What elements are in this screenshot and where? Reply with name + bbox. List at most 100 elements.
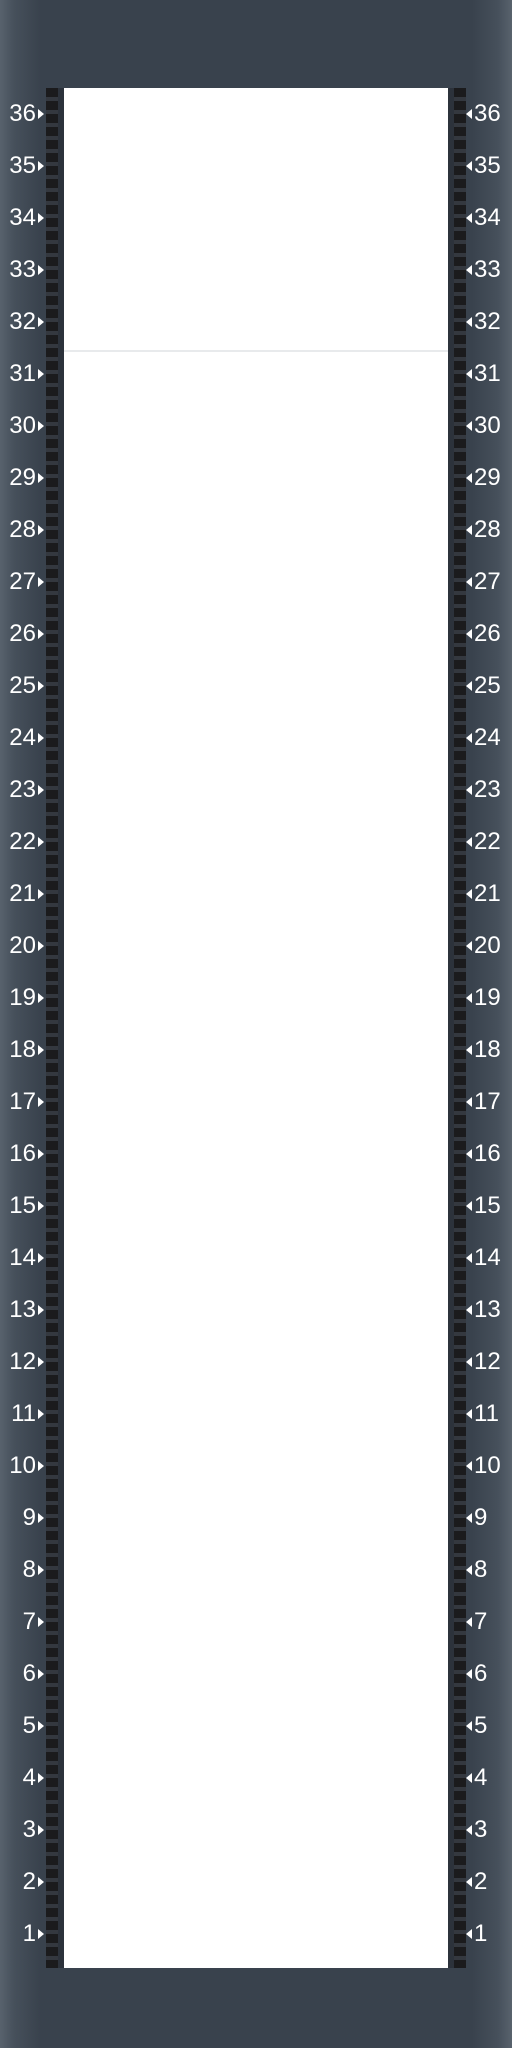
- triangle-left-icon: [466, 1461, 472, 1471]
- triangle-right-icon: [38, 1669, 44, 1679]
- unit-label-left: 17: [0, 1076, 44, 1128]
- unit-label-right: 4: [466, 1752, 512, 1804]
- unit-number: 21: [474, 880, 501, 907]
- unit-number: 16: [9, 1140, 36, 1167]
- unit-label-left: 13: [0, 1284, 44, 1336]
- unit-label-left: 31: [0, 348, 44, 400]
- triangle-left-icon: [466, 1201, 472, 1211]
- unit-label-right: 33: [466, 244, 512, 296]
- triangle-right-icon: [38, 1357, 44, 1367]
- unit-label-left: 30: [0, 400, 44, 452]
- triangle-left-icon: [466, 473, 472, 483]
- unit-number: 30: [9, 412, 36, 439]
- triangle-left-icon: [466, 1513, 472, 1523]
- triangle-right-icon: [38, 1565, 44, 1575]
- unit-number: 27: [9, 568, 36, 595]
- unit-label-right: 29: [466, 452, 512, 504]
- triangle-left-icon: [466, 941, 472, 951]
- triangle-right-icon: [38, 577, 44, 587]
- triangle-left-icon: [466, 1565, 472, 1575]
- triangle-left-icon: [466, 1773, 472, 1783]
- triangle-left-icon: [466, 1617, 472, 1627]
- unit-label-left: 36: [0, 88, 44, 140]
- triangle-left-icon: [466, 733, 472, 743]
- unit-label-left: 20: [0, 920, 44, 972]
- unit-label-left: 32: [0, 296, 44, 348]
- triangle-right-icon: [38, 1513, 44, 1523]
- unit-number: 22: [9, 828, 36, 855]
- unit-label-left: 18: [0, 1024, 44, 1076]
- triangle-left-icon: [466, 1409, 472, 1419]
- triangle-right-icon: [38, 889, 44, 899]
- unit-number: 31: [9, 360, 36, 387]
- unit-number: 33: [9, 256, 36, 283]
- unit-number: 25: [9, 672, 36, 699]
- unit-label-right: 10: [466, 1440, 512, 1492]
- unit-label-right: 1: [466, 1908, 512, 1960]
- unit-number: 33: [474, 256, 501, 283]
- unit-number: 30: [474, 412, 501, 439]
- unit-label-right: 16: [466, 1128, 512, 1180]
- triangle-right-icon: [38, 837, 44, 847]
- triangle-right-icon: [38, 681, 44, 691]
- triangle-left-icon: [466, 1929, 472, 1939]
- unit-label-right: 13: [466, 1284, 512, 1336]
- unit-number: 13: [474, 1296, 501, 1323]
- triangle-right-icon: [38, 1201, 44, 1211]
- triangle-right-icon: [38, 161, 44, 171]
- unit-number: 18: [9, 1036, 36, 1063]
- unit-number: 32: [9, 308, 36, 335]
- triangle-right-icon: [38, 1721, 44, 1731]
- unit-number: 35: [9, 152, 36, 179]
- unit-label-left: 7: [0, 1596, 44, 1648]
- triangle-left-icon: [466, 681, 472, 691]
- unit-number: 28: [474, 516, 501, 543]
- triangle-left-icon: [466, 1721, 472, 1731]
- triangle-left-icon: [466, 525, 472, 535]
- unit-number: 11: [474, 1400, 499, 1427]
- triangle-right-icon: [38, 525, 44, 535]
- unit-label-left: 1: [0, 1908, 44, 1960]
- unit-label-right: 24: [466, 712, 512, 764]
- triangle-right-icon: [38, 1617, 44, 1627]
- triangle-right-icon: [38, 1877, 44, 1887]
- unit-number: 27: [474, 568, 501, 595]
- unit-label-left: 16: [0, 1128, 44, 1180]
- triangle-right-icon: [38, 1773, 44, 1783]
- triangle-left-icon: [466, 785, 472, 795]
- unit-label-right: 35: [466, 140, 512, 192]
- triangle-right-icon: [38, 733, 44, 743]
- unit-label-left: 3: [0, 1804, 44, 1856]
- unit-label-right: 17: [466, 1076, 512, 1128]
- unit-number: 15: [9, 1192, 36, 1219]
- unit-number: 23: [474, 776, 501, 803]
- unit-number: 24: [9, 724, 36, 751]
- unit-number: 12: [474, 1348, 501, 1375]
- triangle-left-icon: [466, 1669, 472, 1679]
- unit-label-left: 34: [0, 192, 44, 244]
- unit-number: 19: [9, 984, 36, 1011]
- triangle-right-icon: [38, 1409, 44, 1419]
- unit-number: 19: [474, 984, 501, 1011]
- triangle-left-icon: [466, 1825, 472, 1835]
- unit-number: 9: [22, 1504, 36, 1531]
- triangle-left-icon: [466, 629, 472, 639]
- unit-label-right: 9: [466, 1492, 512, 1544]
- unit-number: 3: [22, 1816, 36, 1843]
- unit-number: 13: [9, 1296, 36, 1323]
- unit-number: 1: [474, 1920, 488, 1947]
- unit-number: 28: [9, 516, 36, 543]
- unit-label-left: 14: [0, 1232, 44, 1284]
- unit-number: 14: [474, 1244, 501, 1271]
- unit-number: 14: [9, 1244, 36, 1271]
- triangle-left-icon: [466, 1045, 472, 1055]
- unit-label-left: 28: [0, 504, 44, 556]
- triangle-right-icon: [38, 1825, 44, 1835]
- unit-number: 1: [22, 1920, 36, 1947]
- unit-label-right: 2: [466, 1856, 512, 1908]
- triangle-left-icon: [466, 1149, 472, 1159]
- unit-label-right: 36: [466, 88, 512, 140]
- unit-label-left: 22: [0, 816, 44, 868]
- rack-slot-area[interactable]: [64, 88, 448, 1968]
- unit-number: 7: [22, 1608, 36, 1635]
